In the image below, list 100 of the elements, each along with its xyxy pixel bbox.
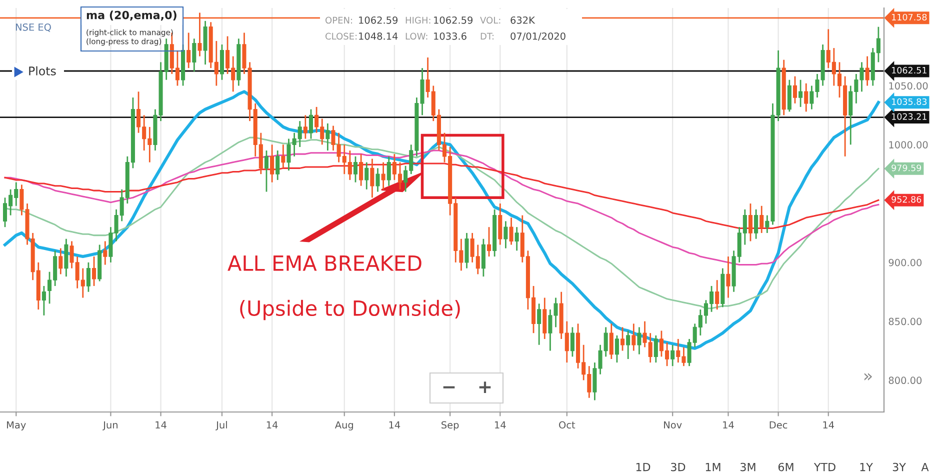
text: 3M — [740, 462, 756, 472]
candlestick — [620, 326, 625, 352]
candlestick — [92, 256, 96, 287]
data-label: 952.86 — [892, 196, 922, 203]
candlestick — [554, 297, 558, 328]
candlestick — [308, 108, 314, 140]
candlestick — [186, 32, 191, 69]
y-tick-label: 1000.00 — [889, 141, 928, 148]
candlestick — [86, 262, 90, 293]
text: A — [921, 462, 929, 472]
candlestick — [632, 322, 636, 352]
candlestick — [303, 114, 308, 140]
annotation: 07/01/2020 — [510, 32, 566, 41]
x-tick-label: 14 — [266, 421, 278, 428]
candlestick — [498, 202, 502, 246]
x-tick-label: Dec — [770, 421, 788, 429]
candlestick — [804, 82, 808, 112]
candlestick — [726, 256, 730, 298]
candlestick — [381, 162, 386, 190]
candlestick — [570, 326, 574, 358]
candlestick — [542, 297, 547, 340]
x-tick-label: 14 — [495, 421, 506, 428]
ref-line-label: 1107.58 — [892, 14, 927, 20]
candlestick — [359, 153, 364, 187]
text: YTD — [814, 462, 836, 472]
x-tick-label: Sep — [442, 421, 459, 430]
candlestick — [376, 167, 380, 192]
text: 1Y — [860, 462, 873, 472]
candlestick — [286, 138, 291, 172]
candlestick — [504, 220, 508, 249]
candlestick — [514, 226, 519, 252]
annotation: DT: — [480, 32, 494, 40]
candlestick — [58, 248, 63, 275]
candlestick — [614, 334, 619, 364]
x-tick-label: Jun — [102, 421, 118, 430]
annotation: HIGH: — [406, 16, 430, 24]
ref-line-label: 1062.51 — [892, 66, 926, 74]
y-tick-label: 900.00 — [888, 258, 922, 266]
text: 6M — [778, 462, 794, 472]
candlestick — [798, 79, 803, 108]
data-label: 979.59 — [892, 164, 922, 172]
candlestick — [670, 344, 675, 367]
annotation: LOW: — [406, 32, 428, 40]
annotation: + — [479, 382, 491, 393]
candlestick — [103, 240, 108, 266]
candlestick — [787, 79, 792, 112]
annotation: OPEN: — [326, 16, 352, 24]
annotation: (Upside to Downside) — [240, 300, 460, 320]
x-tick-label: Nov — [664, 421, 682, 429]
annotation: 1048.14 — [359, 32, 398, 40]
annotation: Plots — [29, 66, 56, 76]
text: 1M — [706, 462, 720, 472]
ref-line-label: 1023.21 — [892, 113, 926, 120]
x-tick-label: 14 — [723, 421, 734, 428]
candlestick — [326, 122, 330, 152]
candlestick — [792, 76, 798, 104]
candlestick — [748, 202, 752, 242]
text: 3D — [671, 462, 686, 472]
annotation: ALL EMA BREAKED — [228, 256, 422, 271]
y-tick-label: 800.00 — [888, 376, 922, 384]
candlestick — [715, 279, 720, 310]
candlestick — [592, 362, 597, 401]
candlestick — [242, 32, 246, 75]
candlestick — [264, 150, 268, 192]
candlestick — [481, 238, 486, 278]
candlestick — [626, 330, 630, 360]
annotation: VOL: — [480, 16, 500, 24]
x-tick-label: 14 — [823, 421, 834, 428]
annotation: CLOSE: — [326, 32, 357, 40]
candlestick — [537, 302, 542, 346]
x-tick-label: Jul — [216, 421, 227, 430]
candlestick — [281, 144, 286, 169]
text: 3Y — [892, 462, 906, 472]
candlestick — [637, 326, 642, 355]
x-tick-label: Aug — [334, 421, 353, 430]
annotation: 1062.59 — [434, 16, 473, 24]
candlestick — [64, 238, 68, 278]
y-tick-label: 850.00 — [888, 318, 922, 326]
candlestick — [276, 150, 280, 181]
candlestick — [353, 156, 358, 184]
annotation: » — [864, 372, 872, 380]
annotation: − — [443, 386, 455, 388]
data-label: 1035.83 — [892, 98, 927, 105]
annotation: NSE EQ — [16, 23, 51, 32]
candlestick — [865, 56, 870, 86]
candlestick — [270, 144, 274, 184]
candlestick — [108, 226, 113, 264]
candlestick — [654, 334, 658, 364]
candlestick — [760, 205, 764, 234]
annotation: 1062.59 — [359, 16, 398, 24]
x-tick-label: 14 — [156, 421, 166, 428]
candlestick — [386, 156, 391, 187]
annotation: ma (20,ema,0) — [86, 10, 176, 21]
annotation: 1033.6 — [434, 32, 466, 40]
annotation: 632K — [510, 16, 536, 24]
candlestick — [609, 322, 614, 360]
x-tick-label: Oct — [559, 421, 576, 429]
x-tick-label: May — [7, 421, 26, 430]
x-tick-label: 14 — [389, 421, 400, 428]
text: 1D — [636, 462, 650, 472]
